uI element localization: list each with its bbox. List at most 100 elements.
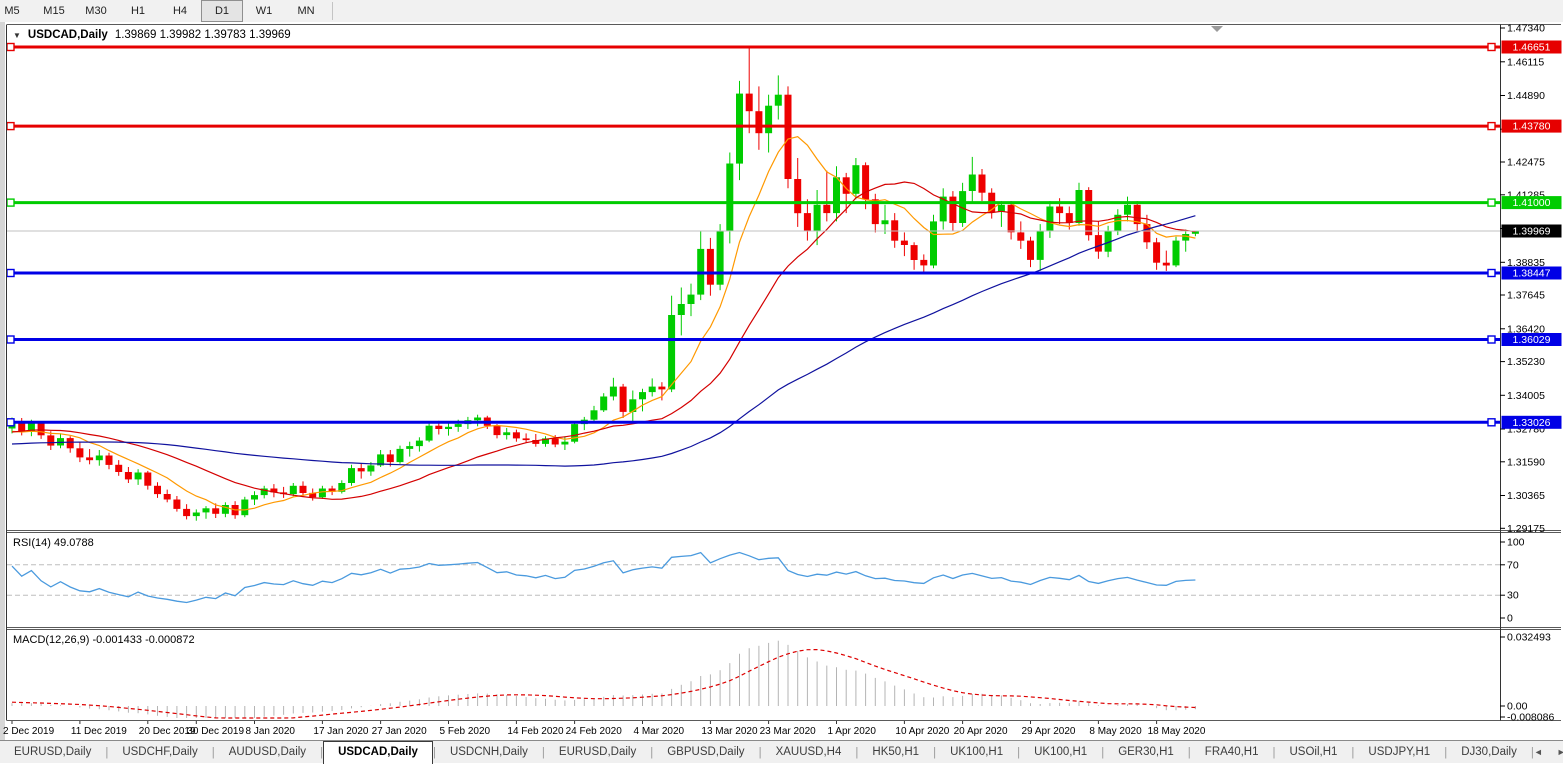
chart-canvas[interactable]: 1.473401.461151.448901.436651.424751.412… — [0, 22, 1563, 741]
price-axis-label: 1.44890 — [1507, 90, 1545, 102]
tab-gbpusd-daily[interactable]: GBPUSD,Daily — [653, 742, 758, 763]
timeframe-button-m15[interactable]: M15 — [33, 0, 75, 22]
line-handle[interactable] — [1488, 419, 1495, 426]
candle-body — [668, 315, 675, 389]
tab-eurusd-daily[interactable]: EURUSD,Daily — [0, 742, 105, 763]
tab-ger30-h1[interactable]: GER30,H1 — [1104, 742, 1188, 763]
rsi-axis-label: 0 — [1507, 613, 1513, 625]
candle-body — [600, 397, 607, 411]
candle-body — [726, 164, 733, 232]
tab-eurusd-daily[interactable]: EURUSD,Daily — [545, 742, 650, 763]
timeframe-button-h4[interactable]: H4 — [159, 0, 201, 22]
date-axis-label: 13 Mar 2020 — [701, 726, 758, 737]
candle-body — [1182, 234, 1189, 241]
tab-scroll-left-icon[interactable]: ◄ — [1534, 747, 1543, 757]
date-axis-label: 14 Feb 2020 — [507, 726, 564, 737]
candle-body — [785, 95, 792, 179]
candle-body — [397, 449, 404, 462]
candle-body — [765, 106, 772, 134]
macd-axis-label: 0.032493 — [1507, 632, 1551, 644]
candle-body — [1153, 242, 1160, 262]
price-axis-label: 1.30365 — [1507, 490, 1545, 502]
candle-body — [173, 500, 180, 509]
candle-body — [494, 426, 501, 435]
price-badge-label: 1.39969 — [1513, 226, 1551, 238]
tab-hk50-h1[interactable]: HK50,H1 — [858, 742, 933, 763]
price-axis-label: 1.47340 — [1507, 23, 1545, 35]
date-axis-label: 20 Apr 2020 — [954, 726, 1008, 737]
date-axis-label: 1 Apr 2020 — [828, 726, 877, 737]
price-badge-label: 1.33026 — [1513, 417, 1551, 429]
price-axis-label: 1.34005 — [1507, 390, 1545, 402]
tab-xauusd-h4[interactable]: XAUUSD,H4 — [762, 742, 856, 763]
chart-symbol-title: USDCAD,Daily — [28, 29, 108, 41]
candle-body — [203, 508, 210, 512]
line-handle[interactable] — [7, 44, 14, 51]
chart-window: 1.473401.461151.448901.436651.424751.412… — [0, 22, 1563, 741]
candle-body — [620, 387, 627, 412]
candle-body — [300, 486, 307, 493]
date-axis-label: 24 Feb 2020 — [566, 726, 623, 737]
rsi-axis-label: 30 — [1507, 590, 1519, 602]
timeframe-button-w1[interactable]: W1 — [243, 0, 285, 22]
line-handle[interactable] — [1488, 336, 1495, 343]
price-axis-label: 1.31590 — [1507, 456, 1545, 468]
date-axis-label: 10 Apr 2020 — [895, 726, 949, 737]
candle-body — [949, 197, 956, 223]
date-axis-label: 8 May 2020 — [1089, 726, 1142, 737]
candle-body — [920, 260, 927, 266]
line-handle[interactable] — [7, 336, 14, 343]
candle-body — [610, 387, 617, 397]
price-axis-label: 1.46115 — [1507, 56, 1544, 68]
candle-body — [823, 205, 830, 213]
candle-body — [979, 175, 986, 193]
candle-body — [1017, 232, 1024, 240]
candle-body — [212, 508, 219, 514]
timeframe-button-m5[interactable]: M5 — [0, 0, 33, 22]
line-handle[interactable] — [1488, 199, 1495, 206]
tab-usdjpy-h1[interactable]: USDJPY,H1 — [1354, 742, 1444, 763]
candle-body — [678, 304, 685, 315]
candle-body — [571, 424, 578, 442]
price-badge-label: 1.38447 — [1513, 268, 1551, 280]
tab-usoil-h1[interactable]: USOil,H1 — [1275, 742, 1351, 763]
candle-body — [1037, 231, 1044, 260]
candle-body — [736, 94, 743, 164]
line-handle[interactable] — [7, 199, 14, 206]
candle-body — [1046, 207, 1053, 232]
timeframe-button-d1[interactable]: D1 — [201, 0, 243, 22]
tab-usdchf-daily[interactable]: USDCHF,Daily — [108, 742, 211, 763]
candle-body — [930, 221, 937, 265]
candle-body — [135, 473, 142, 480]
macd-axis-label: -0.008086 — [1507, 712, 1554, 724]
line-handle[interactable] — [7, 123, 14, 130]
tab-fra40-h1[interactable]: FRA40,H1 — [1191, 742, 1273, 763]
tab-uk100-h1[interactable]: UK100,H1 — [936, 742, 1017, 763]
chart-menu-dropdown-icon[interactable]: ▼ — [13, 31, 21, 40]
date-axis-label: 4 Mar 2020 — [634, 726, 685, 737]
candle-body — [445, 427, 452, 429]
tab-usdcnh-daily[interactable]: USDCNH,Daily — [436, 742, 542, 763]
candle-body — [552, 438, 559, 444]
candle-body — [1163, 263, 1170, 266]
line-handle[interactable] — [7, 419, 14, 426]
date-axis-label: 11 Dec 2019 — [71, 726, 127, 737]
line-handle[interactable] — [7, 270, 14, 277]
line-handle[interactable] — [1488, 44, 1495, 51]
timeframe-button-m30[interactable]: M30 — [75, 0, 117, 22]
tab-audusd-daily[interactable]: AUDUSD,Daily — [215, 742, 320, 763]
tab-usdcad-daily-active[interactable]: USDCAD,Daily — [323, 741, 433, 764]
candle-body — [862, 165, 869, 199]
tab-scroll-right-icon[interactable]: ► — [1557, 747, 1563, 757]
candle-body — [367, 465, 374, 471]
candle-body — [969, 175, 976, 192]
tab-dj30-daily[interactable]: DJ30,Daily — [1447, 742, 1531, 763]
line-handle[interactable] — [1488, 270, 1495, 277]
timeframe-button-mn[interactable]: MN — [285, 0, 327, 22]
date-axis-label: 29 Apr 2020 — [1022, 726, 1076, 737]
tab-uk100-h1[interactable]: UK100,H1 — [1020, 742, 1101, 763]
price-badge-label: 1.46651 — [1513, 42, 1551, 54]
line-handle[interactable] — [1488, 123, 1495, 130]
timeframe-button-h1[interactable]: H1 — [117, 0, 159, 22]
candle-body — [591, 410, 598, 419]
